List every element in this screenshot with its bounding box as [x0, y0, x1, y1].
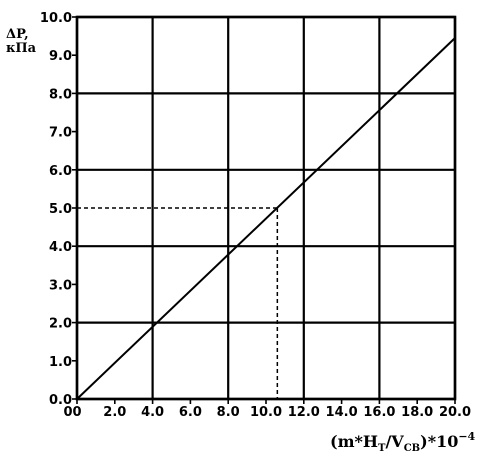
x-label-main: (m*H [330, 432, 378, 451]
x-tick-label: 6.0 [179, 405, 202, 420]
x-label-exp: −4 [458, 430, 475, 443]
x-tick-label: 4.0 [141, 405, 164, 420]
y-tick-labels: 0.0 1.0 2.0 3.0 4.0 5.0 6.0 7.0 8.0 9.0 10.0 [40, 11, 72, 408]
y-tick-label: 9.0 [49, 49, 72, 64]
y-tick-label: 5.0 [49, 202, 72, 217]
x-axis-label: (m*HT/VCB)*10−4 [330, 430, 476, 454]
y-tick-label: 8.0 [49, 87, 72, 102]
x-label-mid: /V [385, 432, 404, 451]
series-line [76, 37, 456, 400]
x-tick-label: 14.0 [326, 405, 358, 420]
y-tick-label: 6.0 [49, 164, 72, 179]
x-tick-label: 10.0 [250, 405, 282, 420]
x-tick-label: 18.0 [401, 405, 433, 420]
x-label-sub2: CB [404, 443, 420, 454]
y-tick-label: 2.0 [49, 317, 72, 332]
y-tick-label: 4.0 [49, 240, 72, 255]
x-tick-label: 2.0 [103, 405, 126, 420]
y-tick-label: 10.0 [40, 11, 72, 26]
x-label-sub1: T [378, 443, 386, 454]
reference-lines [77, 207, 279, 399]
y-tick-label: 3.0 [49, 278, 72, 293]
x-tick-label: 20.0 [439, 405, 471, 420]
y-axis-label-line2: кПа [6, 41, 37, 56]
y-tick-label: 1.0 [49, 355, 72, 370]
x-tick-label: 16.0 [363, 405, 395, 420]
y-axis-label-line1: ΔP, [6, 27, 29, 42]
y-tick-label: 0.0 [49, 393, 72, 408]
series [76, 37, 456, 400]
x-label-end: )*10 [420, 432, 458, 451]
x-tick-label: 8.0 [217, 405, 240, 420]
x-origin-label: 0 [63, 405, 72, 420]
x-tick-label: 12.0 [288, 405, 320, 420]
axes [72, 15, 457, 404]
y-tick-label: 7.0 [49, 126, 72, 141]
x-tick-label: 0 [72, 405, 81, 420]
x-tick-labels: 0 0 2.0 4.0 6.0 8.0 10.0 12.0 14.0 16.0 18.0 20.0 [63, 405, 471, 420]
